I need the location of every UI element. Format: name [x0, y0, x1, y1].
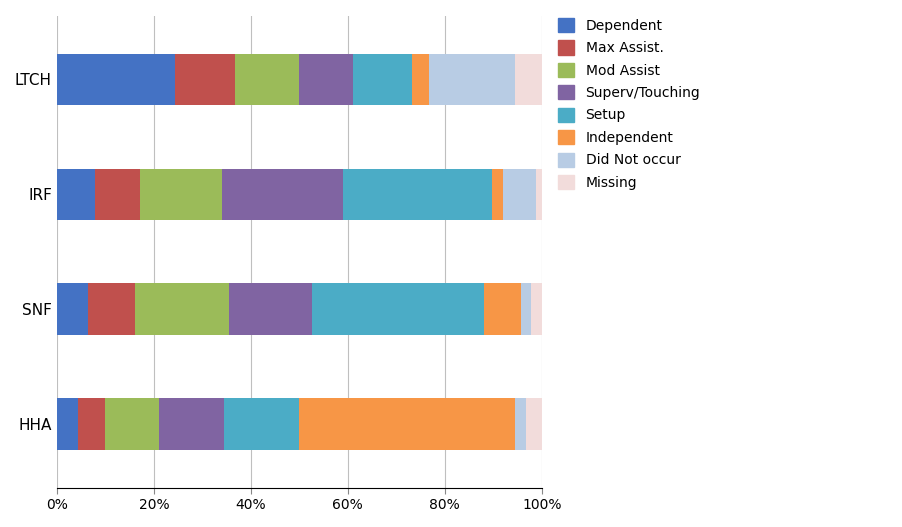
Bar — [175, 54, 235, 105]
Bar — [78, 398, 106, 450]
Bar — [531, 284, 542, 335]
Bar — [106, 398, 160, 450]
Bar — [354, 54, 412, 105]
Bar — [515, 54, 542, 105]
Bar — [88, 284, 135, 335]
Bar — [96, 169, 140, 220]
Bar — [484, 284, 521, 335]
Bar — [57, 169, 96, 220]
Bar — [344, 169, 492, 220]
Legend: Dependent, Max Assist., Mod Assist, Superv/Touching, Setup, Independent, Did Not: Dependent, Max Assist., Mod Assist, Supe… — [554, 14, 704, 194]
Bar — [135, 284, 229, 335]
Bar — [503, 169, 537, 220]
Bar — [515, 398, 526, 450]
Bar — [224, 398, 299, 450]
Bar — [299, 398, 515, 450]
Bar — [521, 284, 531, 335]
Bar — [57, 398, 78, 450]
Bar — [299, 54, 354, 105]
Bar — [235, 54, 299, 105]
Bar — [526, 398, 542, 450]
Bar — [492, 169, 503, 220]
Bar — [57, 284, 88, 335]
Bar — [537, 169, 542, 220]
Bar — [428, 54, 515, 105]
Bar — [140, 169, 222, 220]
Bar — [57, 54, 175, 105]
Bar — [412, 54, 428, 105]
Bar — [160, 398, 224, 450]
Bar — [222, 169, 344, 220]
Bar — [229, 284, 312, 335]
Bar — [312, 284, 484, 335]
